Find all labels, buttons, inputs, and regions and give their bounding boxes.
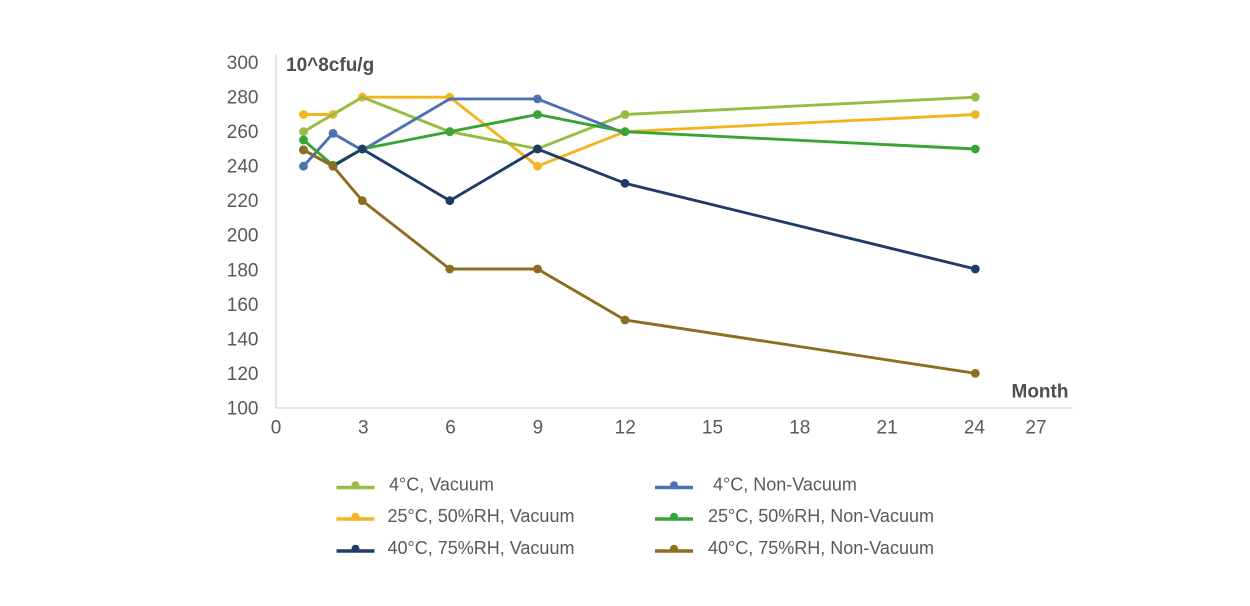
svg-text:180: 180 — [227, 260, 259, 281]
svg-text:240: 240 — [227, 157, 259, 178]
svg-text:10^8cfu/g: 10^8cfu/g — [286, 55, 374, 76]
svg-text:25°C, 50%RH, Vacuum: 25°C, 50%RH, Vacuum — [388, 506, 575, 526]
svg-text:4°C, Non-Vacuum: 4°C, Non-Vacuum — [713, 475, 857, 495]
svg-text:200: 200 — [227, 226, 259, 247]
svg-text:9: 9 — [533, 418, 544, 439]
svg-text:4°C, Vacuum: 4°C, Vacuum — [389, 475, 494, 495]
svg-text:6: 6 — [445, 418, 456, 439]
svg-text:3: 3 — [358, 418, 369, 439]
svg-text:12: 12 — [615, 418, 636, 439]
svg-text:40°C, 75%RH, Non-Vacuum: 40°C, 75%RH, Non-Vacuum — [708, 538, 934, 558]
svg-text:0: 0 — [271, 418, 282, 439]
svg-text:27: 27 — [1025, 418, 1046, 439]
svg-text:25°C, 50%RH, Non-Vacuum: 25°C, 50%RH, Non-Vacuum — [708, 506, 934, 526]
svg-text:21: 21 — [877, 418, 898, 439]
svg-text:120: 120 — [227, 364, 259, 385]
svg-text:15: 15 — [702, 418, 723, 439]
svg-text:24: 24 — [964, 418, 986, 439]
svg-text:260: 260 — [227, 122, 259, 143]
svg-text:300: 300 — [227, 53, 259, 74]
svg-text:140: 140 — [227, 329, 259, 350]
svg-text:220: 220 — [227, 191, 259, 212]
svg-text:280: 280 — [227, 88, 259, 109]
svg-text:Month: Month — [1012, 382, 1069, 403]
svg-text:160: 160 — [227, 295, 259, 316]
svg-text:18: 18 — [789, 418, 810, 439]
svg-text:40°C, 75%RH, Vacuum: 40°C, 75%RH, Vacuum — [388, 538, 575, 558]
svg-text:100: 100 — [227, 398, 259, 419]
